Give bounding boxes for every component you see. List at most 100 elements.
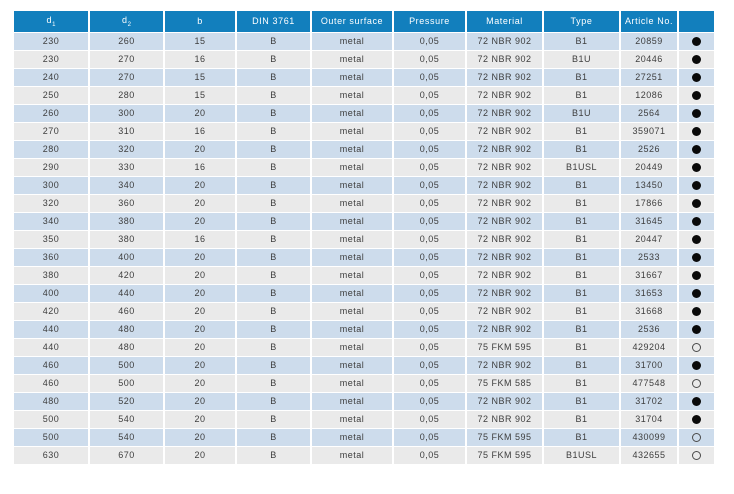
cell-pressure: 0,05: [392, 446, 467, 465]
cell-type: B1USL: [542, 446, 621, 465]
cell-article: 2536: [619, 320, 679, 339]
cell-article: 430099: [619, 428, 679, 447]
cell-type: B1: [542, 68, 621, 87]
cell-d2: 330: [88, 158, 165, 177]
cell-outer: metal: [310, 320, 394, 339]
cell-article: 31700: [619, 356, 679, 375]
cell-din: B: [235, 122, 312, 141]
cell-din: B: [235, 32, 312, 51]
cell-dot: [677, 302, 716, 321]
cell-din: B: [235, 248, 312, 267]
filled-circle-icon: [692, 217, 701, 227]
cell-dot: [677, 266, 716, 285]
cell-b: 20: [163, 356, 237, 375]
cell-d1: 250: [12, 86, 90, 105]
cell-article: 2564: [619, 104, 679, 123]
filled-circle-icon: [692, 163, 701, 173]
cell-b: 20: [163, 338, 237, 357]
cell-type: B1USL: [542, 158, 621, 177]
hollow-circle-icon: [692, 433, 701, 443]
cell-din: B: [235, 176, 312, 195]
cell-dot: [677, 86, 716, 105]
cell-article: 477548: [619, 374, 679, 393]
cell-type: B1: [542, 176, 621, 195]
cell-d2: 400: [88, 248, 165, 267]
cell-type: B1: [542, 284, 621, 303]
cell-pressure: 0,05: [392, 32, 467, 51]
column-header-outer: Outer surface: [310, 11, 394, 33]
cell-type: B1U: [542, 104, 621, 123]
cell-d1: 420: [12, 302, 90, 321]
cell-d1: 440: [12, 338, 90, 357]
cell-pressure: 0,05: [392, 212, 467, 231]
cell-pressure: 0,05: [392, 68, 467, 87]
cell-material: 72 NBR 902: [465, 104, 544, 123]
cell-article: 20449: [619, 158, 679, 177]
cell-dot: [677, 320, 716, 339]
cell-din: B: [235, 446, 312, 465]
cell-dot: [677, 140, 716, 159]
cell-material: 72 NBR 902: [465, 32, 544, 51]
cell-type: B1: [542, 140, 621, 159]
cell-d2: 480: [88, 320, 165, 339]
cell-b: 15: [163, 86, 237, 105]
cell-material: 72 NBR 902: [465, 410, 544, 429]
cell-pressure: 0,05: [392, 86, 467, 105]
cell-outer: metal: [310, 176, 394, 195]
cell-article: 31704: [619, 410, 679, 429]
filled-circle-icon: [692, 361, 701, 371]
cell-dot: [677, 248, 716, 267]
cell-din: B: [235, 212, 312, 231]
cell-d1: 400: [12, 284, 90, 303]
cell-dot: [677, 212, 716, 231]
cell-d2: 260: [88, 32, 165, 51]
cell-article: 2526: [619, 140, 679, 159]
filled-circle-icon: [692, 307, 701, 317]
cell-b: 20: [163, 266, 237, 285]
cell-dot: [677, 32, 716, 51]
product-table: d1 d2 b DIN 3761 Outer surface Pressure Materi…: [12, 11, 716, 465]
cell-outer: metal: [310, 374, 394, 393]
cell-type: B1: [542, 230, 621, 249]
cell-type: B1: [542, 266, 621, 285]
filled-circle-icon: [692, 109, 701, 119]
cell-article: 31653: [619, 284, 679, 303]
cell-type: B1: [542, 392, 621, 411]
cell-b: 20: [163, 248, 237, 267]
cell-pressure: 0,05: [392, 356, 467, 375]
cell-article: 13450: [619, 176, 679, 195]
cell-material: 72 NBR 902: [465, 122, 544, 141]
cell-d2: 380: [88, 212, 165, 231]
cell-d2: 270: [88, 50, 165, 69]
cell-outer: metal: [310, 50, 394, 69]
cell-pressure: 0,05: [392, 284, 467, 303]
cell-type: B1: [542, 302, 621, 321]
cell-outer: metal: [310, 356, 394, 375]
cell-material: 72 NBR 902: [465, 50, 544, 69]
cell-pressure: 0,05: [392, 176, 467, 195]
cell-din: B: [235, 428, 312, 447]
cell-d1: 350: [12, 230, 90, 249]
hollow-circle-icon: [692, 343, 701, 353]
cell-d1: 500: [12, 428, 90, 447]
cell-type: B1: [542, 356, 621, 375]
cell-d1: 340: [12, 212, 90, 231]
cell-material: 72 NBR 902: [465, 140, 544, 159]
hollow-circle-icon: [692, 379, 701, 389]
filled-circle-icon: [692, 199, 701, 209]
cell-type: B1: [542, 338, 621, 357]
cell-din: B: [235, 194, 312, 213]
cell-article: 31667: [619, 266, 679, 285]
cell-d2: 500: [88, 374, 165, 393]
